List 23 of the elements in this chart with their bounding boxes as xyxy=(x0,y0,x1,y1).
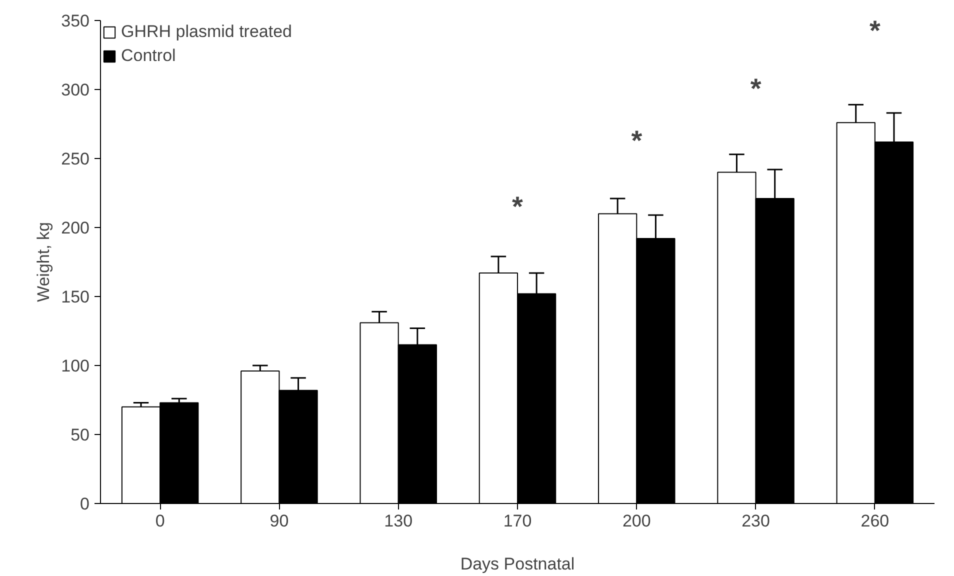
annotation: * xyxy=(631,125,642,156)
y-tick-label: 350 xyxy=(61,12,90,30)
x-tick-label: 0 xyxy=(155,512,165,530)
x-axis-title: Days Postnatal xyxy=(460,554,575,574)
y-tick-label: 200 xyxy=(61,218,90,238)
x-tick-label: 230 xyxy=(742,512,770,530)
y-tick-label: 250 xyxy=(61,150,90,168)
y-tick-label: 50 xyxy=(70,426,90,444)
y-axis-title: Weight, kg xyxy=(34,222,54,302)
x-tick-label: 90 xyxy=(270,512,289,530)
annotation: * xyxy=(512,190,524,222)
x-tick-label: 200 xyxy=(622,512,651,530)
x-tick-label: 260 xyxy=(860,512,890,530)
annotation: * xyxy=(869,15,880,46)
y-tick-label: 150 xyxy=(61,288,90,306)
y-tick-label: 100 xyxy=(61,356,90,376)
y-tick-label: 0 xyxy=(80,494,90,514)
x-tick-label: 170 xyxy=(503,512,532,530)
y-tick-label: 300 xyxy=(61,80,90,100)
x-tick-label: 130 xyxy=(384,512,413,530)
legend-label: GHRH plasmid treated xyxy=(121,22,292,42)
legend-label: Control xyxy=(121,46,176,66)
annotation: * xyxy=(750,72,762,104)
